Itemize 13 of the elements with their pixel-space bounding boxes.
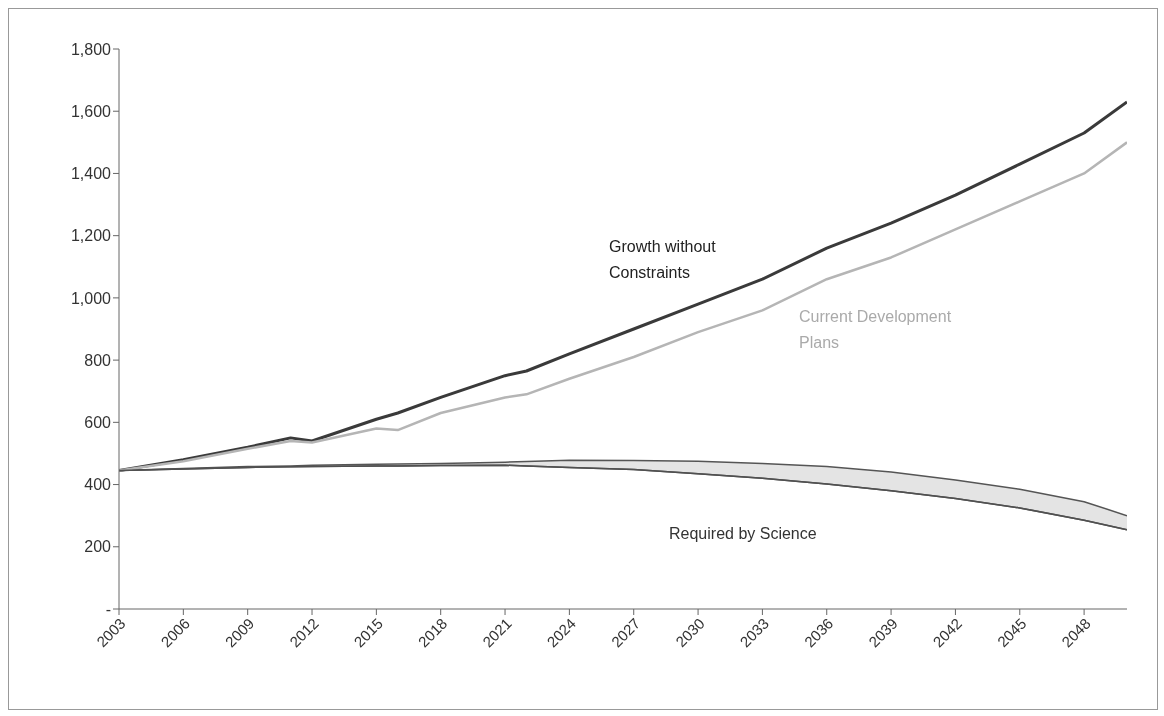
y-tick-label: 1,800 [70,40,112,58]
y-tick-label: 200 [84,538,112,556]
y-tick-label: 400 [84,476,112,494]
y-tick-label: - [105,600,111,618]
y-tick-label: 800 [84,351,112,369]
series-label: Growth without Constraints [609,237,717,283]
y-tick-label: 1,600 [70,102,112,120]
y-tick-label: 1,000 [70,289,112,307]
y-tick-label: 1,200 [70,227,112,245]
y-tick-label: 1,400 [70,165,112,183]
text: Required by Science [669,524,818,544]
y-tick-label: 600 [84,414,112,432]
series-label: Current Development Plans [799,307,953,353]
